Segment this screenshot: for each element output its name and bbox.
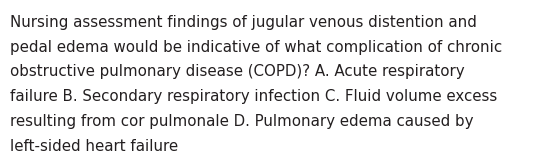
Text: failure B. Secondary respiratory infection C. Fluid volume excess: failure B. Secondary respiratory infecti… — [10, 89, 497, 104]
Text: Nursing assessment findings of jugular venous distention and: Nursing assessment findings of jugular v… — [10, 15, 477, 30]
Text: pedal edema would be indicative of what complication of chronic: pedal edema would be indicative of what … — [10, 40, 502, 55]
Text: obstructive pulmonary disease (COPD)? A. Acute respiratory: obstructive pulmonary disease (COPD)? A.… — [10, 64, 465, 79]
Text: left-sided heart failure: left-sided heart failure — [10, 139, 178, 154]
Text: resulting from cor pulmonale D. Pulmonary edema caused by: resulting from cor pulmonale D. Pulmonar… — [10, 114, 474, 129]
